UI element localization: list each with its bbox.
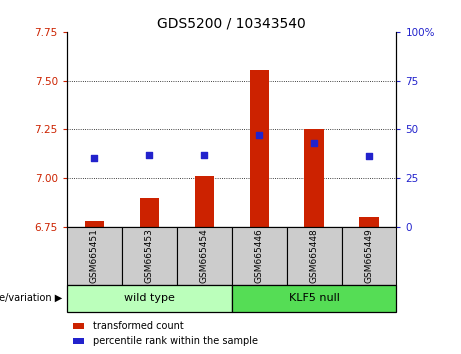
Point [365,154,372,159]
Bar [85,221,104,227]
Bar [67,285,231,312]
Bar [231,285,396,312]
Bar [304,129,324,227]
Bar [122,227,177,285]
Text: GSM665451: GSM665451 [90,228,99,283]
Bar [249,70,269,227]
Text: GSM665449: GSM665449 [365,228,373,283]
Bar [140,198,159,227]
Point [146,152,153,157]
Text: GSM665454: GSM665454 [200,228,209,283]
Bar [67,227,122,285]
Text: wild type: wild type [124,293,175,303]
Bar [73,338,84,344]
Bar [231,227,287,285]
Bar [195,176,214,227]
Point [310,140,318,146]
Text: GSM665453: GSM665453 [145,228,154,283]
Bar [287,227,342,285]
Text: KLF5 null: KLF5 null [289,293,339,303]
Bar [177,227,231,285]
Point [91,156,98,161]
Bar [342,227,396,285]
Point [255,132,263,138]
Point [201,152,208,157]
Text: percentile rank within the sample: percentile rank within the sample [93,336,258,346]
Bar [73,324,84,329]
Bar [360,217,378,227]
Text: GSM665448: GSM665448 [309,228,319,283]
Text: genotype/variation ▶: genotype/variation ▶ [0,293,62,303]
Text: GSM665446: GSM665446 [254,228,264,283]
Title: GDS5200 / 10343540: GDS5200 / 10343540 [157,17,306,31]
Text: transformed count: transformed count [93,321,183,331]
